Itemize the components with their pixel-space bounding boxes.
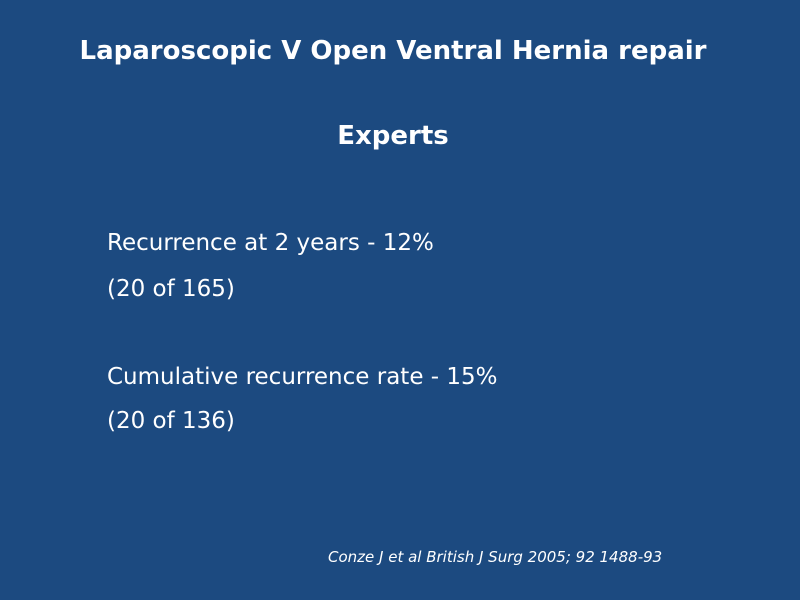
body-line: Cumulative recurrence rate - 15% [107, 364, 498, 390]
body-line: (20 of 165) [107, 276, 235, 302]
citation: Conze J et al British J Surg 2005; 92 14… [328, 548, 663, 566]
body-line: Recurrence at 2 years - 12% [107, 230, 434, 256]
subtitle: Experts [337, 121, 449, 151]
title: Laparoscopic V Open Ventral Hernia repai… [79, 36, 707, 66]
body-line: (20 of 136) [107, 408, 235, 434]
